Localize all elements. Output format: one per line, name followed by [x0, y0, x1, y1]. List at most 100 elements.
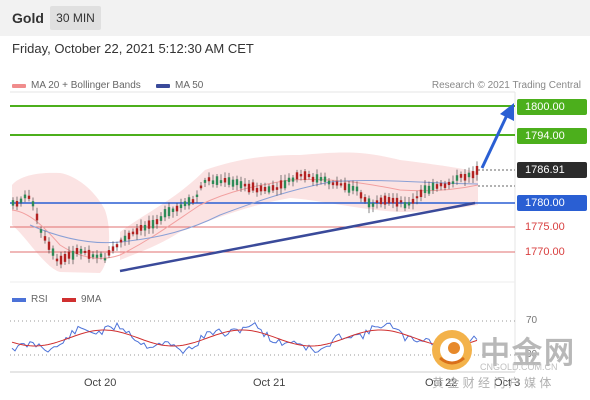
candle-body — [367, 198, 371, 208]
candle-body — [191, 199, 195, 203]
candle-body — [59, 255, 63, 265]
candle-body — [75, 247, 79, 254]
candle-body — [415, 196, 419, 199]
candle-body — [427, 185, 431, 194]
candle-body — [155, 219, 159, 225]
candle-body — [375, 200, 379, 203]
candle-body — [351, 185, 355, 191]
candle-body — [199, 185, 203, 189]
forecast-arrowhead — [500, 103, 514, 121]
candle-body — [103, 258, 107, 261]
candle-body — [91, 254, 95, 258]
candle-body — [23, 194, 27, 199]
candle-body — [95, 254, 99, 258]
legend-9ma-label: 9MA — [81, 294, 102, 305]
timeframe-button[interactable]: 30 MIN — [50, 6, 101, 30]
candle-body — [143, 224, 147, 231]
candle-body — [455, 175, 459, 181]
candle-body — [399, 200, 403, 203]
candle-body — [231, 179, 235, 187]
candle-body — [215, 176, 219, 185]
candle-body — [371, 203, 375, 207]
candle-body — [35, 213, 39, 221]
level-label-1775: 1775.00 — [525, 221, 565, 233]
legend-bollinger: MA 20 + Bollinger Bands — [12, 80, 141, 91]
candle-body — [51, 248, 55, 256]
top-bar: Gold 30 MIN — [0, 0, 590, 36]
candle-body — [243, 183, 247, 187]
candle-body — [43, 236, 47, 241]
x-tick-oct20: Oct 20 — [84, 377, 117, 389]
candle-body — [131, 231, 135, 235]
candle-body — [239, 181, 243, 189]
ma50-line — [29, 179, 479, 244]
candle-body — [135, 228, 139, 235]
candle-body — [67, 251, 71, 259]
candle-body — [99, 253, 103, 258]
candle-body — [287, 177, 291, 182]
candle-body — [291, 177, 295, 182]
candle-body — [443, 183, 447, 188]
chart-timestamp: Friday, October 22, 2021 5:12:30 AM CET — [12, 41, 254, 56]
candle-body — [451, 181, 455, 184]
candle-body — [27, 195, 31, 199]
candle-body — [391, 197, 395, 204]
x-tick-oct3: Oct 3 — [494, 377, 521, 389]
candle-body — [31, 201, 35, 207]
credit-text: Research © 2021 Trading Central — [431, 80, 581, 91]
candle-body — [227, 177, 231, 185]
candle-body — [175, 205, 179, 212]
ma9-swatch — [62, 297, 76, 302]
bollinger-band-main — [120, 152, 478, 260]
ma50-swatch — [156, 83, 170, 88]
candle-body — [267, 186, 271, 193]
legend-ma50-label: MA 50 — [175, 80, 204, 91]
level-label-1770: 1770.00 — [525, 246, 565, 258]
candle-body — [183, 201, 187, 207]
watermark-tagline: 黄 金 财 经 门 户 媒 体 — [432, 376, 552, 390]
forecast-arrow — [480, 112, 510, 169]
legend-bollinger-label: MA 20 + Bollinger Bands — [31, 80, 141, 91]
candle-body — [171, 208, 175, 212]
candle-body — [159, 216, 163, 221]
candle-body — [111, 246, 115, 251]
candle-body — [475, 165, 479, 175]
candle-body — [139, 225, 143, 231]
candle-body — [115, 244, 119, 248]
candle-body — [411, 198, 415, 204]
candle-body — [63, 254, 67, 262]
candle-body — [279, 180, 283, 189]
candle-body — [363, 197, 367, 202]
candle-body — [471, 171, 475, 179]
level-label-1794: 1794.00 — [517, 128, 587, 144]
candle-body — [431, 182, 435, 191]
legend-ma50: MA 50 — [156, 80, 203, 91]
x-tick-oct22: Oct 22 — [425, 377, 458, 389]
rsi-level-30-label: 30 — [526, 349, 538, 360]
candle-body — [195, 194, 199, 198]
candle-body — [271, 185, 275, 191]
candle-body — [71, 250, 75, 260]
candle-body — [167, 207, 171, 217]
candle-body — [207, 177, 211, 182]
candle-body — [211, 180, 215, 184]
candle-body — [335, 181, 339, 186]
candle-body — [163, 209, 167, 218]
candle-body — [275, 187, 279, 190]
candle-body — [47, 241, 51, 250]
candle-body — [283, 180, 287, 189]
rsi-swatch — [12, 297, 26, 302]
candle-body — [395, 197, 399, 207]
rsi-ma-line — [11, 329, 478, 347]
candle-body — [307, 174, 311, 178]
candle-body — [435, 184, 439, 189]
level-label-1780: 1780.00 — [517, 195, 587, 211]
candle-body — [339, 183, 343, 186]
candle-body — [447, 181, 451, 186]
candle-body — [127, 232, 131, 240]
legend-rsi: RSI — [12, 294, 48, 305]
candle-body — [79, 248, 83, 254]
rsi-level-70-label: 70 — [526, 315, 538, 326]
candle-body — [331, 182, 335, 186]
bollinger-swatch — [12, 83, 26, 88]
